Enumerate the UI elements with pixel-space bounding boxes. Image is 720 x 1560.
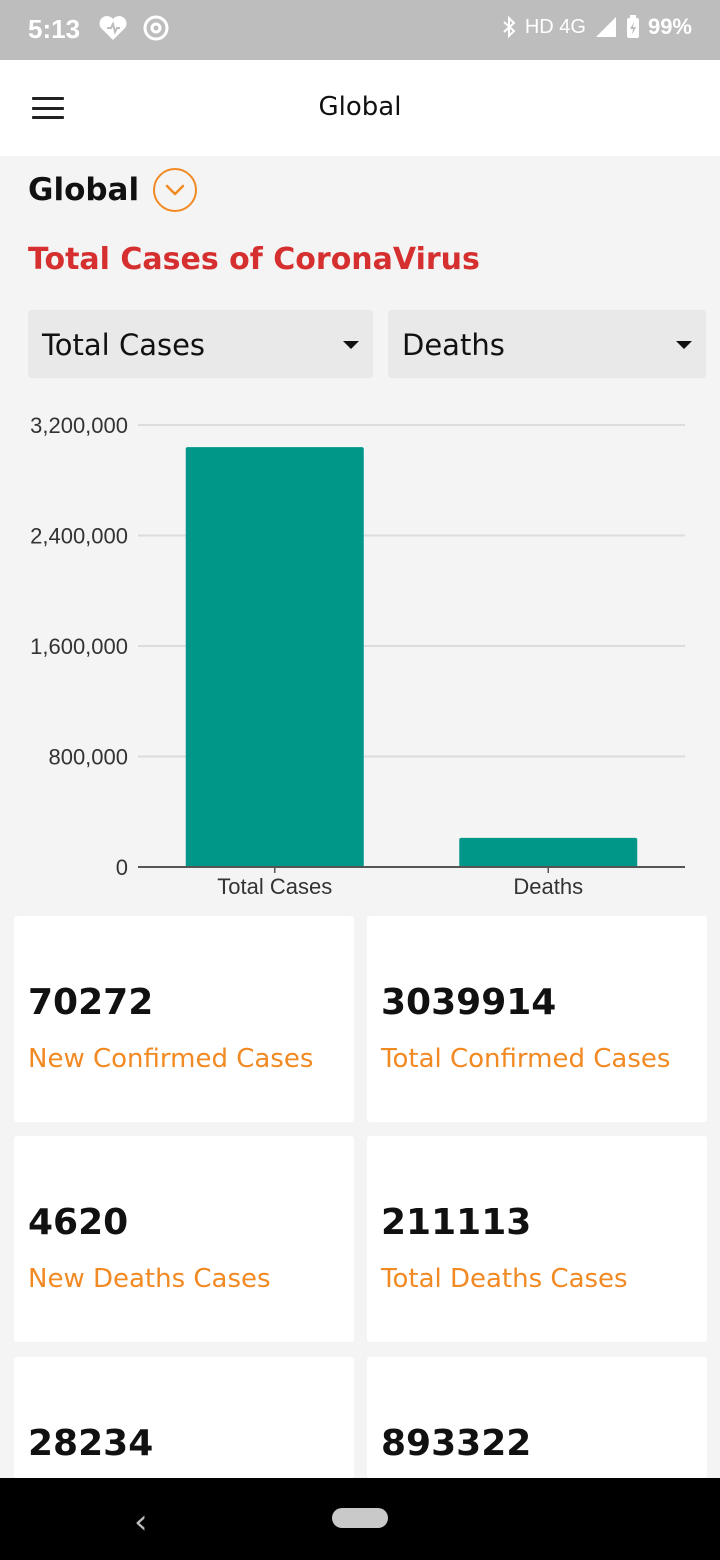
section-title: Total Cases of CoronaVirus: [28, 242, 480, 277]
region-label: Global: [28, 172, 140, 208]
status-left-icons: [98, 14, 170, 42]
bluetooth-icon: [503, 15, 516, 39]
chevron-down-icon[interactable]: [153, 168, 198, 212]
battery-percent: 99%: [647, 14, 692, 39]
stat-card: 70272 New Confirmed Cases: [14, 916, 354, 1122]
stat-card: 3039914 Total Confirmed Cases: [367, 916, 707, 1122]
card-label: New Confirmed Cases: [28, 1044, 314, 1074]
signal-icon: [595, 17, 616, 37]
battery-icon: [626, 15, 639, 38]
card-value: 211113: [381, 1202, 532, 1243]
card-label: Total Confirmed Cases: [381, 1044, 671, 1074]
first-metric-select[interactable]: Total Cases: [28, 310, 373, 378]
hamburger-menu-icon[interactable]: [32, 97, 64, 119]
app-bar: Global: [0, 60, 720, 156]
card-value: 4620: [28, 1202, 129, 1243]
heart-icon: [99, 16, 127, 40]
network-type: HD 4G: [524, 15, 586, 38]
status-right: HD 4G 99%: [501, 14, 692, 40]
stat-card: 28234: [14, 1357, 354, 1478]
bar-chart-svg: 0 800,000 1,600,000 2,400,000 3,200,000 Total…: [30, 413, 685, 899]
y-tick-label: 800,000: [48, 745, 128, 770]
second-metric-value: Deaths: [402, 328, 505, 362]
first-metric-value: Total Cases: [42, 328, 206, 362]
app-title: Global: [318, 92, 402, 122]
y-tick-label: 2,400,000: [30, 524, 128, 549]
card-value: 70272: [28, 982, 154, 1023]
bar: [185, 447, 364, 867]
at-sync-icon: [143, 15, 169, 41]
card-label: New Deaths Cases: [28, 1264, 271, 1294]
x-tick-label: Total Cases: [217, 874, 332, 899]
y-tick-label: 3,200,000: [30, 413, 128, 438]
card-label: Total Deaths Cases: [381, 1264, 628, 1294]
second-metric-select[interactable]: Deaths: [388, 310, 706, 378]
caret-down-icon: [676, 341, 692, 349]
status-time: 5:13: [28, 14, 81, 44]
card-value: 3039914: [381, 982, 557, 1023]
x-tick-label: Deaths: [513, 874, 583, 899]
bar: [459, 837, 638, 867]
y-tick-label: 0: [116, 855, 128, 880]
bar-chart: 0 800,000 1,600,000 2,400,000 3,200,000 Total…: [0, 400, 720, 910]
home-pill-icon[interactable]: [332, 1508, 388, 1528]
back-icon[interactable]: ‹: [134, 1502, 148, 1542]
caret-down-icon: [343, 341, 359, 349]
y-tick-label: 1,600,000: [30, 634, 128, 659]
stat-card: 893322: [367, 1357, 707, 1478]
system-nav-bar: ‹: [0, 1478, 720, 1560]
status-bar: 5:13 HD 4G 99%: [0, 0, 720, 60]
card-value: 28234: [28, 1423, 154, 1464]
region-selector[interactable]: Global: [28, 168, 198, 212]
card-value: 893322: [381, 1423, 532, 1464]
stat-card: 211113 Total Deaths Cases: [367, 1136, 707, 1342]
stat-card: 4620 New Deaths Cases: [14, 1136, 354, 1342]
